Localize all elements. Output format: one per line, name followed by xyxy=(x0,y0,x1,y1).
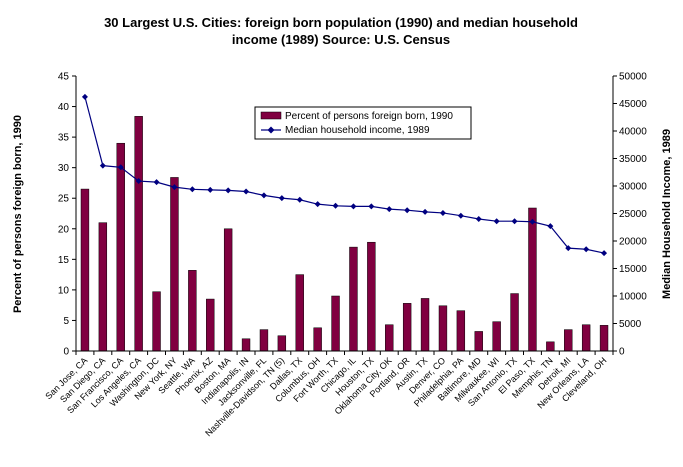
income-line xyxy=(84,96,605,254)
income-point-5 xyxy=(171,184,178,191)
bar-26 xyxy=(546,341,555,352)
bar-14 xyxy=(331,295,340,352)
left-tick-label-8: 40 xyxy=(58,102,70,113)
bar-16 xyxy=(367,241,376,352)
income-point-11 xyxy=(278,195,285,202)
left-tick-label-2: 10 xyxy=(58,285,70,296)
bar-19 xyxy=(420,298,430,352)
left-axis-label: Percent of persons foreign born, 1990 xyxy=(12,115,24,313)
income-point-0 xyxy=(81,93,88,100)
left-tick-label-6: 30 xyxy=(58,163,70,174)
income-point-23 xyxy=(493,218,500,225)
income-point-27 xyxy=(565,245,572,252)
left-tick-label-1: 5 xyxy=(63,316,69,327)
income-point-10 xyxy=(260,192,267,199)
right-tick-label-7: 35000 xyxy=(619,154,647,165)
line-series-group xyxy=(81,93,608,257)
bar-11 xyxy=(277,335,287,352)
income-point-20 xyxy=(439,209,446,216)
bar-23 xyxy=(492,321,501,352)
income-point-6 xyxy=(189,186,196,193)
income-point-8 xyxy=(225,187,232,194)
bar-29 xyxy=(599,325,609,352)
legend-box xyxy=(254,106,472,140)
bar-series-group xyxy=(80,116,609,352)
bar-15 xyxy=(349,246,358,352)
right-tick-label-6: 30000 xyxy=(619,182,647,193)
bar-21 xyxy=(456,310,466,352)
income-point-25 xyxy=(529,218,536,225)
bar-22 xyxy=(474,331,483,352)
income-point-16 xyxy=(368,203,375,210)
left-tick-label-0: 0 xyxy=(63,347,69,358)
left-tick-label-4: 20 xyxy=(58,224,70,235)
right-tick-label-8: 40000 xyxy=(619,127,647,138)
bar-7 xyxy=(206,298,215,352)
left-tick-label-9: 45 xyxy=(58,72,70,83)
right-tick-label-3: 15000 xyxy=(619,264,647,275)
bar-17 xyxy=(385,324,394,352)
legend-line-marker xyxy=(267,126,275,134)
income-point-12 xyxy=(296,196,303,203)
left-tick-label-5: 25 xyxy=(58,194,70,205)
right-tick-label-2: 10000 xyxy=(619,292,647,303)
income-point-3 xyxy=(135,178,142,185)
income-point-9 xyxy=(243,188,250,195)
income-point-7 xyxy=(207,186,214,193)
income-point-28 xyxy=(583,246,590,253)
right-tick-label-5: 25000 xyxy=(619,209,647,220)
right-tick-label-9: 45000 xyxy=(619,99,647,110)
legend-entry-line: Median household income, 1989 xyxy=(285,125,430,136)
bar-9 xyxy=(241,338,251,352)
bar-1 xyxy=(98,222,108,352)
income-point-21 xyxy=(457,212,464,219)
income-point-22 xyxy=(475,216,482,222)
left-axis-ticks: 0 5 10 15 20 25 30 35 40 45 xyxy=(58,72,76,358)
bar-5 xyxy=(170,177,179,352)
bar-28 xyxy=(581,324,591,352)
income-point-17 xyxy=(386,206,393,213)
legend-entry-bar: Percent of persons foreign born, 1990 xyxy=(285,111,453,122)
legend-bar-swatch xyxy=(260,111,282,120)
bar-0 xyxy=(80,188,90,352)
bar-20 xyxy=(438,305,448,352)
chart-title-line-1: 30 Largest U.S. Cities: foreign born pop… xyxy=(104,15,578,30)
bar-2 xyxy=(116,142,125,352)
bar-6 xyxy=(188,270,197,352)
bar-3 xyxy=(134,116,143,352)
bar-13 xyxy=(313,327,322,352)
income-point-2 xyxy=(117,164,124,171)
income-point-13 xyxy=(314,201,321,208)
bar-8 xyxy=(223,228,233,352)
income-point-24 xyxy=(511,218,518,225)
income-point-4 xyxy=(153,179,160,186)
bar-4 xyxy=(152,291,161,352)
left-tick-label-3: 15 xyxy=(58,255,70,266)
income-point-19 xyxy=(422,208,429,215)
income-point-26 xyxy=(547,223,554,230)
right-tick-label-0: 0 xyxy=(619,347,625,358)
bar-27 xyxy=(564,329,573,352)
bar-10 xyxy=(259,329,269,352)
bar-24 xyxy=(510,293,519,352)
income-point-15 xyxy=(350,203,357,210)
income-point-18 xyxy=(404,207,411,214)
right-tick-label-1: 5000 xyxy=(619,319,642,330)
right-axis-label: Median Household Income, 1989 xyxy=(661,129,673,299)
right-tick-label-10: 50000 xyxy=(619,72,647,83)
bar-12 xyxy=(295,274,304,352)
income-point-14 xyxy=(332,202,339,209)
legend: Percent of persons foreign born, 1990 Me… xyxy=(254,106,472,140)
bar-25 xyxy=(528,207,537,352)
income-point-29 xyxy=(601,250,608,257)
left-tick-label-7: 35 xyxy=(58,133,70,144)
chart-title-line-2: income (1989) Source: U.S. Census xyxy=(232,32,450,47)
right-axis-ticks: 0 5000 10000 15000 20000 25000 30000 35000 40000… xyxy=(613,72,647,358)
bar-18 xyxy=(402,303,412,352)
income-point-1 xyxy=(99,162,106,169)
right-tick-label-4: 20000 xyxy=(619,237,647,248)
